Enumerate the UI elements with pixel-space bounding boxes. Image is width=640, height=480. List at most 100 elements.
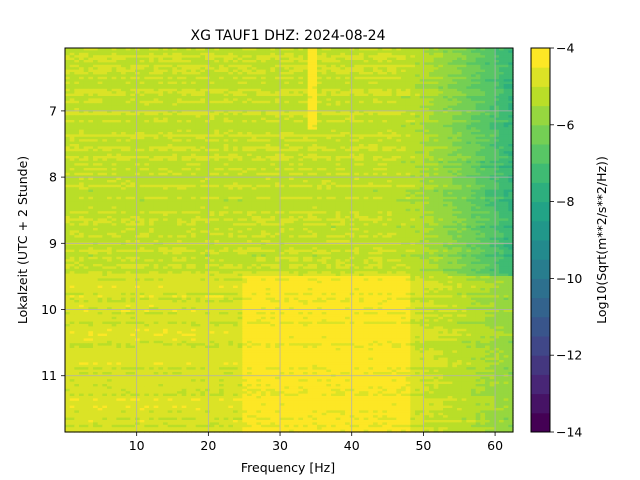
- spectrogram-cell: [443, 64, 449, 68]
- spectrogram-cell: [172, 129, 178, 133]
- spectrogram-cell: [149, 86, 155, 90]
- spectrogram-cell: [107, 100, 113, 104]
- spectrogram-cell: [209, 76, 215, 80]
- spectrogram-cell: [368, 122, 374, 126]
- spectrogram-cell: [186, 134, 192, 138]
- spectrogram-cell: [363, 60, 369, 63]
- spectrogram-cell: [298, 96, 304, 99]
- spectrogram-cell: [387, 170, 393, 174]
- spectrogram-cell: [219, 122, 225, 126]
- spectrogram-cell: [443, 48, 449, 51]
- spectrogram-cell: [191, 60, 197, 63]
- spectrogram-cell: [349, 93, 355, 97]
- spectrogram-cell: [452, 50, 458, 54]
- spectrogram-cell: [317, 151, 323, 155]
- spectrogram-cell: [177, 81, 183, 85]
- spectrogram-cell: [368, 124, 374, 128]
- spectrogram-cell: [382, 98, 388, 102]
- spectrogram-cell: [377, 165, 383, 169]
- spectrogram-cell: [396, 148, 402, 152]
- spectrogram-cell: [97, 153, 103, 157]
- spectrogram-cell: [261, 84, 267, 87]
- spectrogram-cell: [438, 165, 444, 169]
- spectrogram-cell: [298, 163, 304, 167]
- spectrogram-cell: [79, 67, 85, 71]
- spectrogram-cell: [149, 50, 155, 54]
- spectrogram-cell: [130, 158, 136, 162]
- spectrogram-cell: [223, 165, 229, 169]
- spectrogram-cell: [195, 129, 201, 133]
- spectrogram-cell: [265, 165, 271, 169]
- spectrogram-cell: [144, 93, 150, 97]
- spectrogram-cell: [237, 141, 243, 145]
- spectrogram-cell: [116, 110, 122, 114]
- spectrogram-cell: [144, 146, 150, 150]
- spectrogram-cell: [279, 115, 285, 119]
- spectrogram-cell: [317, 136, 323, 140]
- spectrogram-cell: [279, 86, 285, 90]
- spectrogram-cell: [433, 122, 439, 126]
- spectrogram-cell: [298, 129, 304, 133]
- spectrogram-cell: [228, 64, 234, 68]
- spectrogram-cell: [303, 105, 309, 109]
- spectrogram-cell: [340, 81, 346, 85]
- spectrogram-cell: [163, 69, 169, 73]
- spectrogram-cell: [391, 91, 397, 95]
- spectrogram-cell: [279, 144, 285, 147]
- spectrogram-cell: [405, 163, 411, 167]
- spectrogram-cell: [298, 74, 304, 78]
- spectrogram-cell: [401, 146, 407, 150]
- spectrogram-cell: [298, 67, 304, 71]
- spectrogram-cell: [261, 48, 267, 51]
- spectrogram-cell: [228, 81, 234, 85]
- spectrogram-cell: [494, 146, 500, 150]
- spectrogram-cell: [373, 146, 379, 150]
- spectrogram-cell: [443, 120, 449, 123]
- spectrogram-cell: [415, 50, 421, 54]
- spectrogram-cell: [326, 160, 332, 164]
- spectrogram-cell: [480, 76, 486, 80]
- spectrogram-cell: [354, 158, 360, 162]
- spectrogram-cell: [289, 93, 295, 97]
- spectrogram-cell: [438, 57, 444, 61]
- spectrogram-cell: [219, 156, 225, 159]
- spectrogram-cell: [130, 117, 136, 121]
- spectrogram-cell: [349, 127, 355, 131]
- spectrogram-cell: [382, 50, 388, 54]
- spectrogram-cell: [433, 55, 439, 59]
- spectrogram-cell: [205, 132, 211, 135]
- spectrogram-cell: [461, 74, 467, 78]
- spectrogram-cell: [65, 160, 71, 164]
- spectrogram-cell: [368, 170, 374, 174]
- spectrogram-cell: [443, 60, 449, 63]
- spectrogram-cell: [293, 55, 299, 59]
- spectrogram-cell: [261, 100, 267, 104]
- spectrogram-cell: [279, 98, 285, 102]
- spectrogram-cell: [181, 100, 187, 104]
- spectrogram-cell: [79, 84, 85, 87]
- spectrogram-cell: [177, 112, 183, 116]
- spectrogram-cell: [200, 108, 206, 111]
- spectrogram-cell: [251, 127, 257, 131]
- spectrogram-cell: [331, 88, 337, 92]
- spectrogram-cell: [401, 72, 407, 75]
- spectrogram-cell: [279, 124, 285, 128]
- spectrogram-cell: [457, 141, 463, 145]
- spectrogram-cell: [247, 103, 253, 107]
- spectrogram-cell: [363, 76, 369, 80]
- spectrogram-cell: [149, 144, 155, 147]
- spectrogram-cell: [289, 160, 295, 164]
- spectrogram-cell: [135, 100, 141, 104]
- spectrogram-cell: [69, 153, 75, 157]
- spectrogram-cell: [242, 124, 248, 128]
- spectrogram-cell: [191, 88, 197, 92]
- spectrogram-cell: [256, 163, 262, 167]
- spectrogram-cell: [335, 52, 341, 56]
- spectrogram-cell: [219, 67, 225, 71]
- spectrogram-cell: [419, 141, 425, 145]
- spectrogram-cell: [289, 134, 295, 138]
- spectrogram-cell: [83, 98, 89, 102]
- spectrogram-cell: [466, 55, 472, 59]
- spectrogram-cell: [69, 88, 75, 92]
- spectrogram-cell: [74, 115, 80, 119]
